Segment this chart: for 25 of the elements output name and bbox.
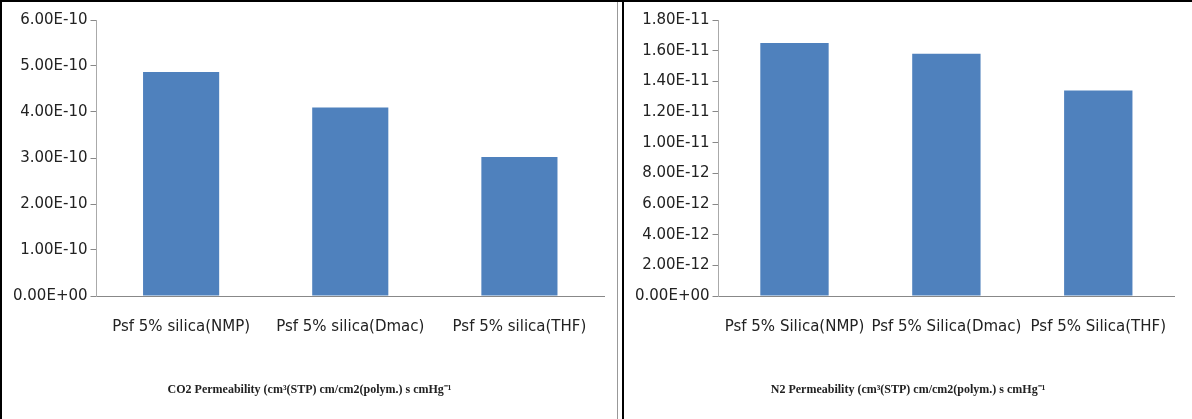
y-tick-label: 1.20E-11 <box>642 101 710 120</box>
y-tick-label: 3.00E-10 <box>20 147 88 166</box>
y-tick-label: 6.00E-10 <box>20 9 88 28</box>
y-tick-label: 1.80E-11 <box>642 9 710 28</box>
y-tick-label: 1.00E-10 <box>20 239 88 258</box>
x-axis-title: CO2 Permeability (cm³(STP) cm/cm2(polym.) s cmHg⁻¹ <box>166 381 453 397</box>
x-tick-label: Psf 5% silica(NMP) <box>112 316 251 335</box>
y-tick-label: 2.00E-10 <box>20 193 88 212</box>
y-tick-label: 6.00E-12 <box>642 193 710 212</box>
x-tick-label: Psf 5% Silica(Dmac) <box>871 316 1022 335</box>
y-tick-label: 1.60E-11 <box>642 40 710 59</box>
x-tick-label: Psf 5% silica(THF) <box>452 316 587 335</box>
y-tick-label: 5.00E-10 <box>20 55 88 74</box>
y-tick-label: 4.00E-12 <box>642 224 710 243</box>
y-tick-label: 2.00E-12 <box>642 255 710 274</box>
x-tick-label: Psf 5% Silica(NMP) <box>724 316 865 335</box>
y-tick-label: 1.00E-11 <box>642 132 710 151</box>
y-tick-label: 4.00E-10 <box>20 101 88 120</box>
y-tick-label: 0.00E+00 <box>13 285 88 304</box>
y-tick-label: 0.00E+00 <box>635 285 710 304</box>
x-axis-title: N2 Permeability (cm³(STP) cm/cm2(polym.) s cmHg⁻¹ <box>769 381 1047 397</box>
y-tick-label: 8.00E-12 <box>642 163 710 182</box>
x-tick-label: Psf 5% Silica(THF) <box>1030 316 1166 335</box>
y-tick-label: 1.40E-11 <box>642 71 710 90</box>
x-tick-label: Psf 5% silica(Dmac) <box>276 316 425 335</box>
